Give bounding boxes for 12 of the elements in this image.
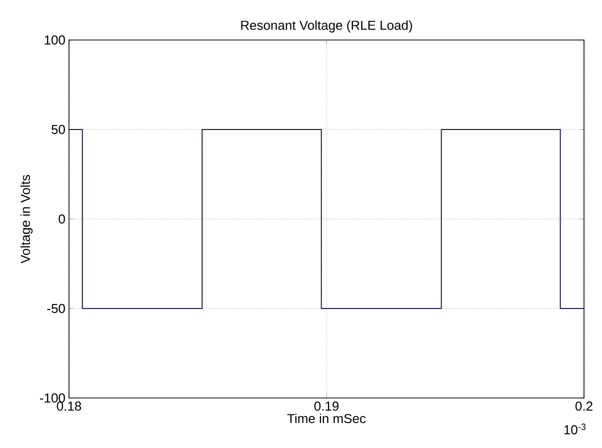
y-tick-label: -50 xyxy=(47,304,65,314)
x-tick-label: 0.19 xyxy=(314,402,339,411)
y-tick-label: -100 xyxy=(40,393,65,403)
text: 10$^{-3}$ xyxy=(564,424,586,434)
y-tick-label: 50 xyxy=(52,124,65,134)
x-tick-label: 0.2 xyxy=(575,402,592,411)
x-axis-title: Time in mSec xyxy=(287,414,366,424)
y-tick-label: 0 xyxy=(58,214,65,224)
x-tick-label: 0.18 xyxy=(56,402,82,411)
y-tick-label: 100 xyxy=(44,35,65,45)
y-axis-title: Voltage in Volts xyxy=(20,175,33,264)
chart-title: Resonant Voltage (RLE Load) xyxy=(241,20,412,32)
